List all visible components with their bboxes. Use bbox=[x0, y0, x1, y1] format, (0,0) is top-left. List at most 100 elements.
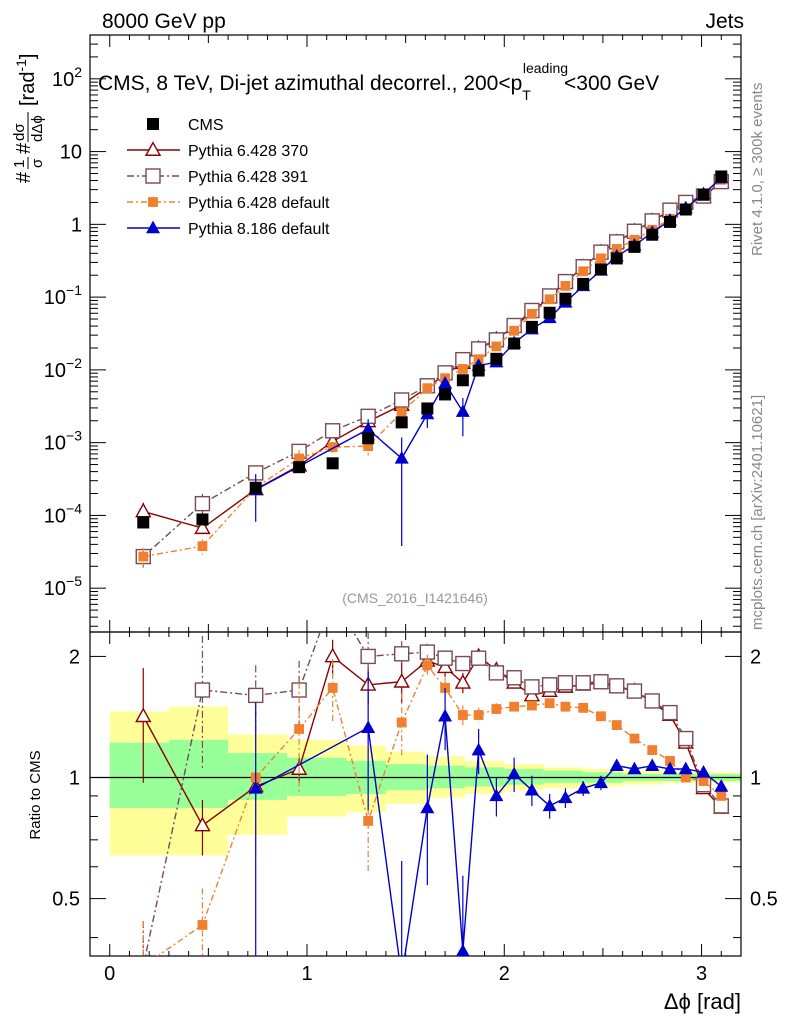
header-right: Jets bbox=[705, 10, 744, 33]
ratio-point-Pythia 6.428 default bbox=[596, 711, 606, 722]
ratio-point-Pythia 8.186 default bbox=[248, 780, 263, 794]
ratio-point-Pythia 6.428 391 bbox=[662, 704, 678, 721]
ratio-point-Pythia 6.428 default bbox=[473, 710, 484, 720]
ratio-point-Pythia 8.186 default bbox=[361, 720, 376, 733]
ratio-point-Pythia 6.428 default bbox=[457, 710, 468, 720]
cms-data-point bbox=[439, 388, 452, 401]
ylabel-one: 1 bbox=[11, 160, 28, 168]
cms-data-point bbox=[472, 364, 485, 377]
ratio-point-Pythia 6.428 391 bbox=[609, 678, 625, 694]
main-point-Pythia 6.428 370 bbox=[135, 502, 152, 518]
main-point-Pythia 8.186 default bbox=[438, 375, 453, 389]
main-point-Pythia 6.428 default bbox=[363, 441, 374, 451]
ratio-point-Pythia 6.428 default bbox=[526, 700, 537, 711]
main-point-Pythia 6.428 391 bbox=[194, 495, 211, 512]
y-tick-label: 1 bbox=[71, 214, 82, 236]
ratio-uncertainty-bands bbox=[90, 706, 741, 856]
main-point-Pythia 6.428 default bbox=[596, 253, 606, 264]
cms-data-point bbox=[559, 292, 572, 305]
x-tick-label: 0 bbox=[104, 963, 115, 985]
ratio-point-Pythia 6.428 default bbox=[680, 772, 691, 783]
ratio-point-Pythia 6.428 default bbox=[363, 816, 374, 826]
ratio-ylabel: Ratio to CMS bbox=[27, 750, 44, 839]
ratio-point-Pythia 8.186 default bbox=[542, 798, 557, 812]
cms-data-point bbox=[293, 461, 306, 474]
ratio-tick-label-right: 2 bbox=[750, 646, 761, 668]
main-series-group bbox=[135, 170, 730, 568]
y-tick-label: 10−1 bbox=[44, 282, 82, 309]
ratio-point-Pythia 6.428 391 bbox=[557, 675, 574, 691]
y-tick-label: 102 bbox=[52, 64, 82, 91]
main-point-Pythia 6.428 default bbox=[526, 308, 537, 319]
cms-data-point bbox=[508, 337, 521, 350]
main-point-Pythia 6.428 default bbox=[509, 325, 520, 336]
cms-data-point bbox=[421, 402, 434, 415]
main-point-Pythia 8.186 default bbox=[361, 421, 376, 435]
x-tick-label: 1 bbox=[301, 963, 312, 985]
main-point-Pythia 6.428 370 bbox=[194, 519, 211, 535]
ratio-point-Pythia 8.186 default bbox=[558, 790, 573, 804]
ratio-point-Pythia 8.186 default bbox=[714, 779, 729, 792]
main-point-Pythia 6.428 391 bbox=[324, 423, 341, 439]
legend-marker bbox=[147, 118, 159, 130]
main-point-Pythia 6.428 default bbox=[544, 294, 555, 305]
main-point-Pythia 6.428 391 bbox=[393, 392, 410, 408]
cms-data-point bbox=[362, 432, 375, 445]
ratio-tick-label-left: 0.5 bbox=[52, 889, 80, 911]
stat-uncertainty-band bbox=[168, 739, 229, 808]
ratio-point-Pythia 8.186 default bbox=[576, 780, 591, 794]
legend-label: Pythia 6.428 default bbox=[188, 195, 330, 212]
ratio-point-Pythia 6.428 391 bbox=[626, 683, 643, 699]
ratio-point-Pythia 6.428 391 bbox=[488, 665, 505, 681]
ratio-point-Pythia 6.428 default bbox=[629, 733, 640, 744]
ratio-point-Pythia 8.186 default bbox=[609, 758, 624, 771]
ratio-point-Pythia 8.186 default bbox=[438, 708, 453, 722]
ratio-point-Pythia 6.428 default bbox=[665, 755, 675, 766]
main-point-Pythia 6.428 default bbox=[491, 341, 502, 352]
ratio-point-Pythia 6.428 370 bbox=[393, 672, 410, 688]
cms-data-point bbox=[137, 516, 150, 529]
ratio-point-Pythia 8.186 default bbox=[420, 800, 435, 814]
ratio-point-Pythia 6.428 391 bbox=[593, 674, 609, 690]
ratio-point-Pythia 8.186 default bbox=[696, 764, 711, 778]
ratio-point-Pythia 6.428 391 bbox=[136, 959, 150, 973]
ylabel-hash1: # bbox=[13, 171, 35, 183]
cms-data-point bbox=[646, 228, 659, 241]
ratio-point-Pythia 6.428 default bbox=[716, 791, 727, 801]
legend-label: CMS bbox=[188, 117, 224, 134]
ratio-point-Pythia 8.186 default bbox=[662, 761, 677, 775]
ratio-point-Pythia 8.186 default bbox=[489, 788, 504, 802]
x-tick-label: 3 bbox=[696, 963, 707, 985]
cms-data-point bbox=[249, 481, 262, 494]
ratio-point-Pythia 6.428 391 bbox=[326, 591, 340, 605]
legend-marker bbox=[148, 197, 158, 207]
ratio-point-Pythia 8.186 default bbox=[678, 761, 693, 775]
legend-marker bbox=[146, 220, 160, 234]
cms-data-point bbox=[525, 320, 538, 333]
legend-label: Pythia 8.186 default bbox=[188, 221, 330, 238]
main-point-Pythia 8.186 default bbox=[394, 451, 409, 464]
main-point-Pythia 6.428 default bbox=[396, 407, 407, 418]
ratio-point-Pythia 6.428 default bbox=[509, 701, 520, 712]
ratio-point-Pythia 8.186 default bbox=[645, 758, 660, 771]
ratio-tick-label-left: 2 bbox=[69, 646, 80, 668]
chart-title-main: CMS, 8 TeV, Di-jet azimuthal decorrel., … bbox=[98, 72, 522, 95]
y-tick-label: 10 bbox=[60, 142, 82, 164]
chart-title-sup: leading bbox=[523, 60, 568, 76]
legend-marker bbox=[145, 168, 161, 184]
main-point-Pythia 6.428 default bbox=[560, 281, 571, 291]
ratio-point-Pythia 6.428 370 bbox=[436, 658, 454, 674]
ylabel-unit: [rad-1] bbox=[13, 54, 39, 106]
ratio-point-Pythia 6.428 default bbox=[647, 745, 658, 755]
cms-data-point bbox=[663, 215, 676, 228]
header-left: 8000 GeV pp bbox=[102, 10, 226, 33]
stat-uncertainty-band bbox=[543, 770, 584, 783]
cms-data-point bbox=[577, 277, 590, 290]
ratio-point-Pythia 6.428 391 bbox=[524, 679, 540, 695]
y-tick-label: 10−3 bbox=[44, 428, 82, 455]
ratio-point-Pythia 8.186 default bbox=[524, 782, 539, 796]
cms-data-point bbox=[628, 240, 641, 253]
x-axis-label: Δϕ [rad] bbox=[664, 989, 741, 1014]
ratio-point-Pythia 6.428 391 bbox=[678, 730, 694, 747]
ylabel-dsigma: dσ bbox=[11, 123, 28, 141]
